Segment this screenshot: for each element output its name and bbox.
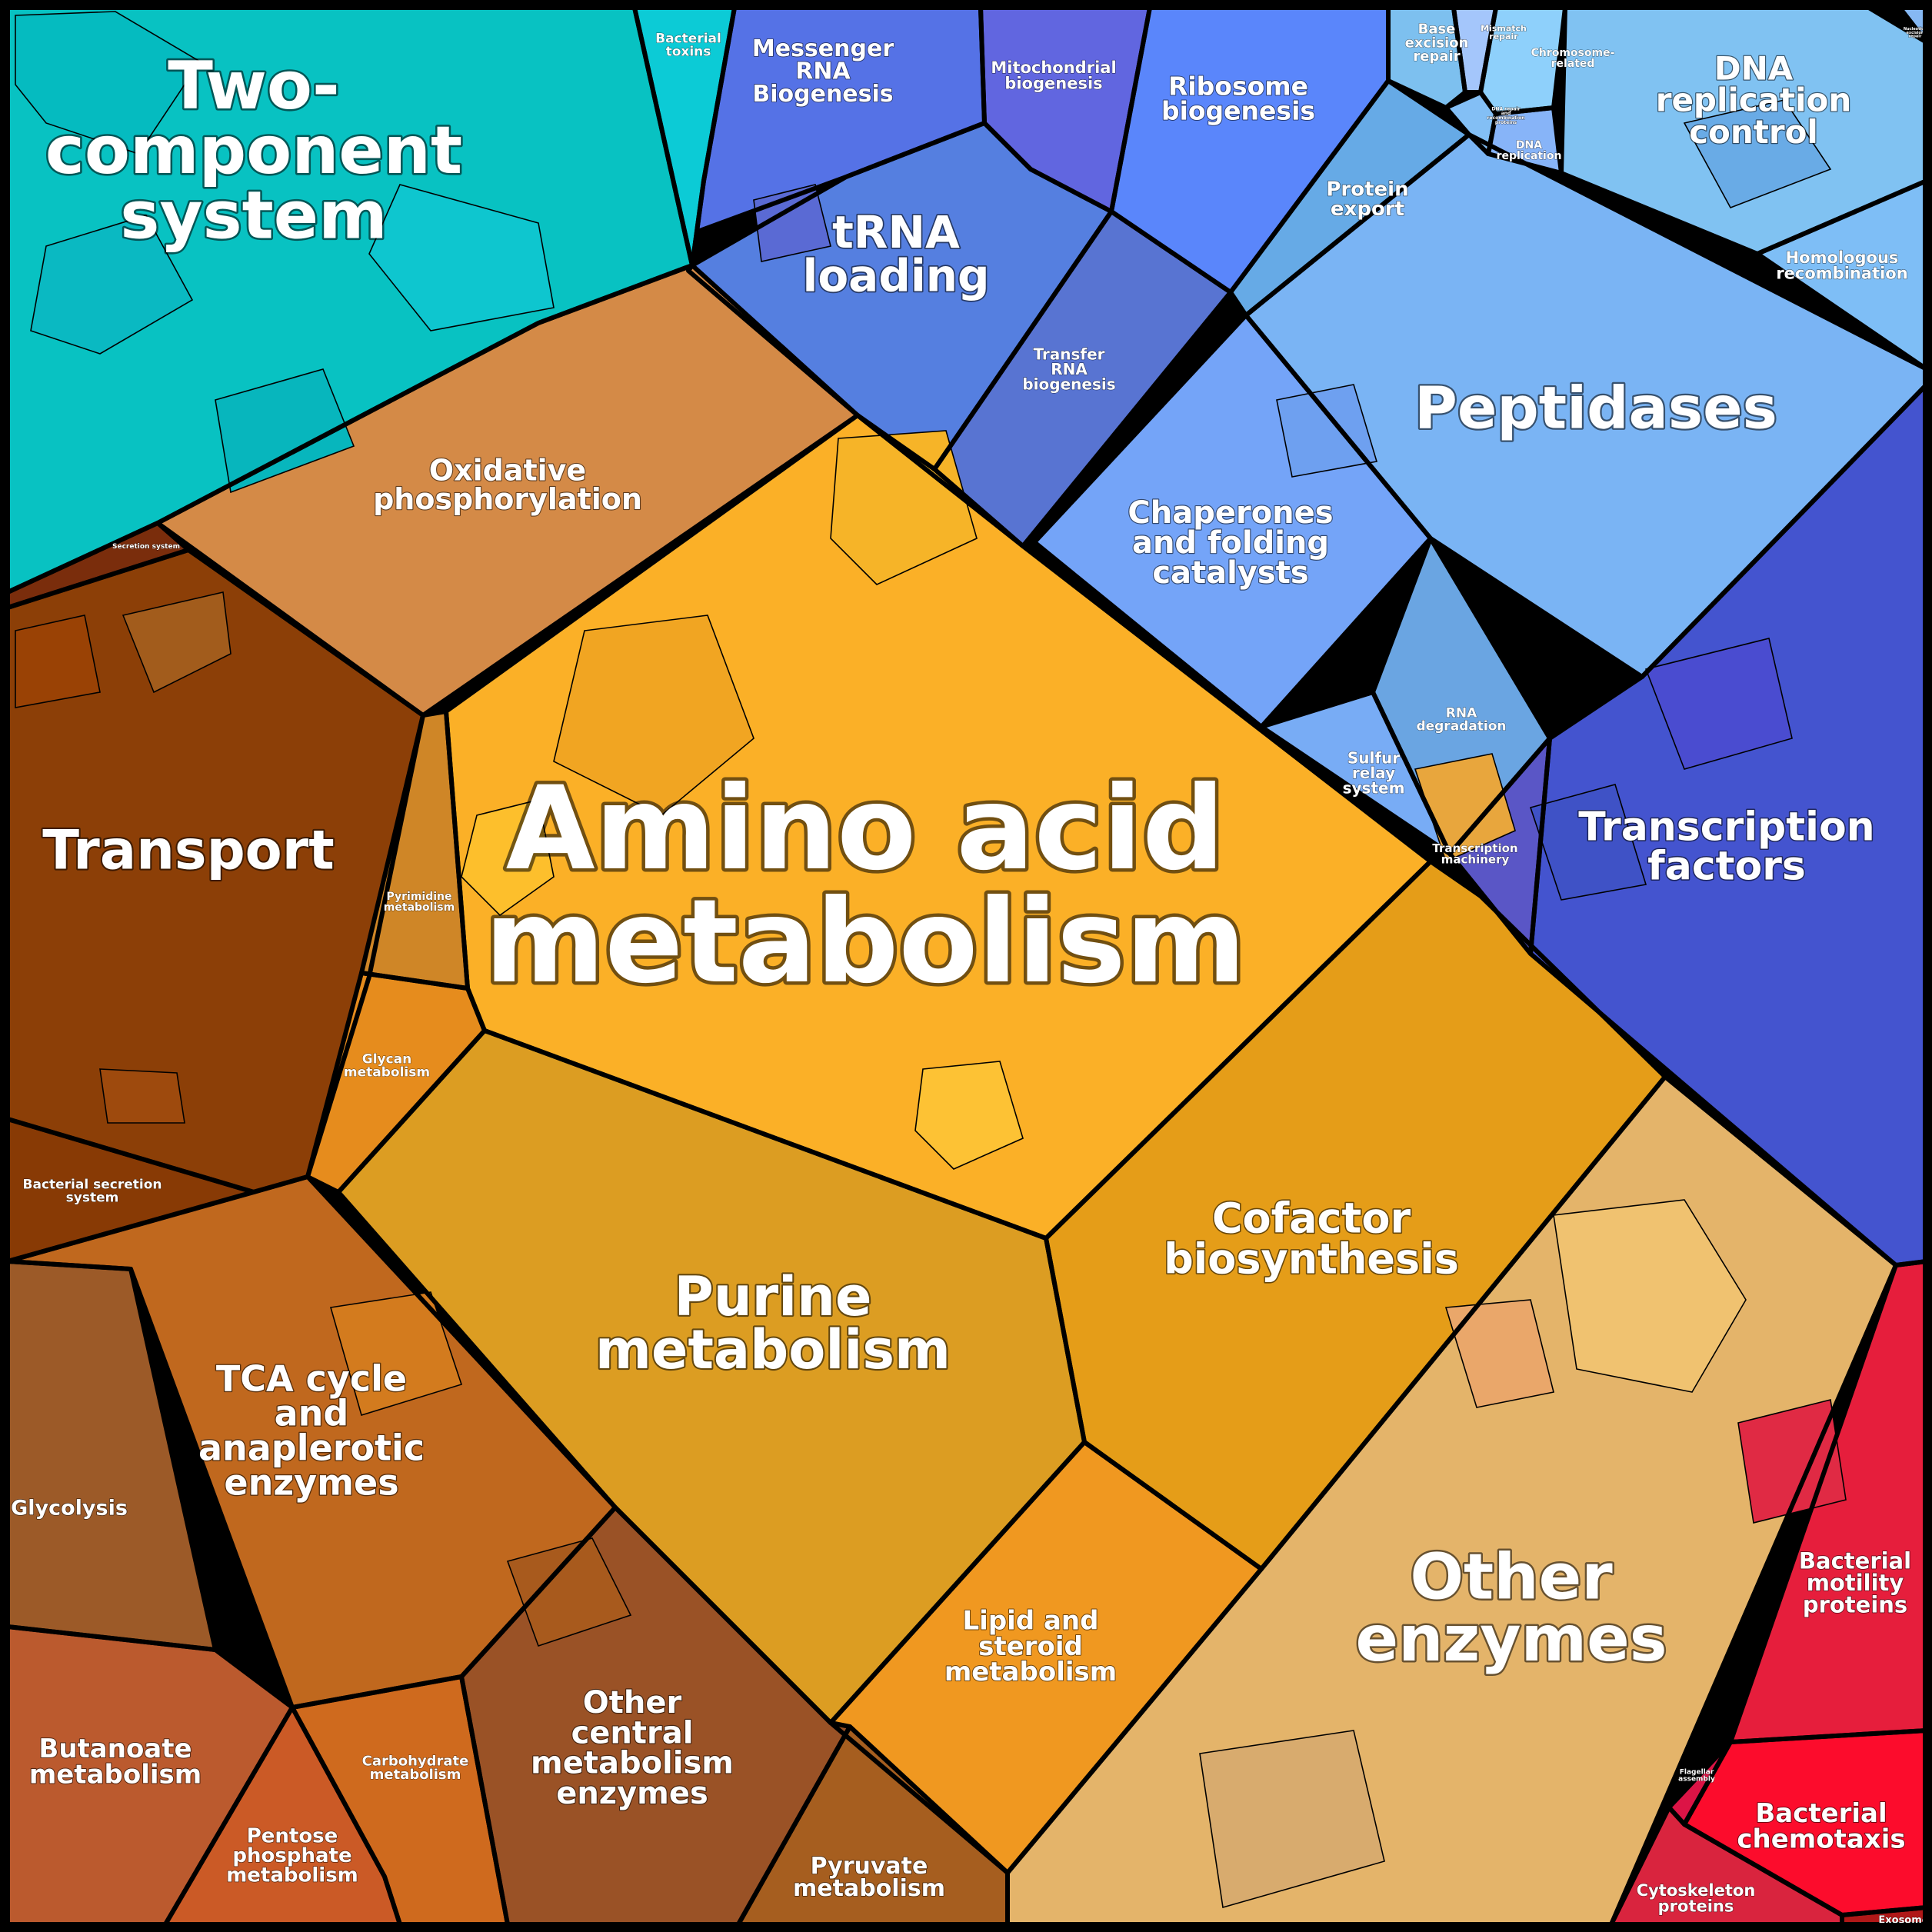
- protein-cell: [15, 11, 202, 155]
- region-label-peptidases: Peptidases: [1414, 374, 1777, 442]
- region-label-two-component: Two-component system: [45, 48, 462, 255]
- protein-cell: [1553, 1199, 1747, 1393]
- region-label-sulfur-relay: Sulfur relay system: [1343, 748, 1405, 797]
- region-label-cofactor-biosynthesis: Cofactor biosynthesis: [1164, 1194, 1459, 1283]
- protein-cell: [506, 1537, 632, 1647]
- region-label-protein-export: Protein export: [1326, 178, 1408, 220]
- region-label-homologous-recombination: Homologous recombination: [1776, 248, 1907, 283]
- region-label-dna-repair-recomb: DNA repair and recombination proteins: [1487, 106, 1525, 125]
- protein-cell: [30, 215, 194, 355]
- region-label-bacterial-secretion: Bacterial secretion system: [23, 1178, 162, 1206]
- region-label-other-central: Other central metabolism enzymes: [531, 1685, 734, 1811]
- region-label-mismatch-repair: Mismatch repair: [1481, 23, 1527, 42]
- region-label-transcription-factors: Transcription factors: [1578, 804, 1874, 890]
- protein-cell: [99, 1068, 185, 1124]
- region-label-pyrimidine-metabolism: Pyrimidine metabolism: [384, 891, 455, 914]
- protein-cell: [461, 799, 555, 917]
- region-label-bacterial-toxins: Bacterial toxins: [655, 32, 721, 60]
- region-label-cytoskeleton-proteins: Cytoskeleton proteins: [1637, 1881, 1756, 1916]
- region-label-butanoate: Butanoate metabolism: [29, 1734, 202, 1790]
- region-label-amino-acid-metabolism: Amino acid metabolism: [485, 762, 1246, 1009]
- region-label-bacterial-chemotaxis: Bacterial chemotaxis: [1737, 1798, 1905, 1854]
- region-label-flagellar-assembly: Flagellar assembly: [1678, 1769, 1715, 1784]
- protein-cell: [368, 184, 555, 331]
- region-label-messenger-rna: Messenger RNA Biogenesis: [752, 35, 894, 108]
- region-label-transfer-rna-biogenesis: Transfer RNA biogenesis: [1022, 345, 1115, 393]
- region-label-base-excision-repair: Base excision repair: [1405, 22, 1469, 65]
- region-label-chaperones: Chaperones and folding catalysts: [1128, 495, 1333, 591]
- region-label-mitochondrial-biogenesis: Mitochondrial biogenesis: [991, 58, 1116, 93]
- protein-cell: [914, 1061, 1024, 1170]
- region-label-pyruvate-metabolism: Pyruvate metabolism: [793, 1853, 945, 1902]
- protein-cell: [1644, 638, 1793, 770]
- protein-cell: [1276, 384, 1378, 478]
- inner-cells-layer: [15, 11, 1847, 1909]
- region-label-purine-metabolism: Purine metabolism: [595, 1265, 951, 1381]
- protein-cell: [1444, 1299, 1554, 1408]
- region-label-transcription-machinery: Transcription machinery: [1432, 841, 1517, 867]
- protein-cell: [329, 1291, 463, 1417]
- region-label-transport: Transport: [42, 819, 335, 882]
- region-label-chromosome-related: Chromosome-related: [1531, 47, 1615, 70]
- region-label-lipid-steroid: Lipid and steroid metabolism: [944, 1606, 1117, 1688]
- region-label-other-enzymes: Other enzymes: [1355, 1541, 1667, 1676]
- protein-cell: [1683, 99, 1832, 208]
- region-label-carbohydrate-metabolism: Carbohydrate metabolism: [362, 1753, 469, 1783]
- region-label-dna-replication: DNA replication: [1497, 139, 1562, 162]
- region-label-ribosome-biogenesis: Ribosome biogenesis: [1161, 71, 1315, 125]
- labels-layer: Two-component system Bacterial toxins Messen…: [10, 21, 1929, 1927]
- region-label-glycolysis: Glycolysis: [11, 1496, 128, 1520]
- protein-cell: [215, 368, 355, 494]
- region-label-secretion-system: Secretion system: [112, 543, 180, 551]
- region-label-dna-replication-control: DNA replication control: [1656, 50, 1852, 151]
- region-label-bacterial-motility: Bacterial motility proteins: [1799, 1548, 1911, 1618]
- protein-cell: [15, 615, 101, 708]
- region-label-glycan-metabolism: Glycan metabolism: [344, 1052, 430, 1081]
- protein-cell: [122, 591, 232, 694]
- region-label-trna-loading: tRNA loading: [802, 206, 989, 302]
- region-label-nucleotide-excision-repair: Nucleotide excision repair: [1904, 27, 1927, 39]
- region-label-oxidative-phosphorylation: Oxidative phosphorylation: [373, 454, 642, 516]
- protein-cell: [553, 615, 754, 816]
- protein-cell: [830, 430, 978, 585]
- protein-cell: [1529, 784, 1647, 901]
- region-label-pentose-phosphate: Pentose phosphate metabolism: [226, 1825, 358, 1887]
- protein-cell: [1199, 1730, 1385, 1909]
- region-label-tca-cycle: TCA cycle and anaplerotic enzymes: [198, 1357, 425, 1503]
- region-label-rna-degradation: RNA degradation: [1416, 706, 1506, 734]
